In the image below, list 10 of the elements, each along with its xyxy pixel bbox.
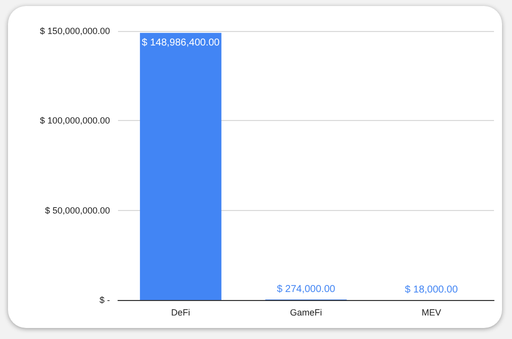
y-tick-label: $ 50,000,000.00: [44, 205, 110, 216]
data-label: $ 148,986,400.00: [142, 37, 220, 48]
data-label: $ 274,000.00: [276, 284, 336, 296]
x-tick-label: GameFi: [290, 308, 322, 318]
x-tick-label: DeFi: [171, 308, 190, 318]
y-tick-label: $ 150,000,000.00: [40, 26, 110, 36]
y-tick-label: $ 100,000,000.00: [40, 116, 110, 126]
y-tick-label: $ -: [99, 295, 110, 305]
data-label: $ 18,000.00: [404, 284, 458, 296]
x-tick-label: MEV: [422, 308, 442, 318]
